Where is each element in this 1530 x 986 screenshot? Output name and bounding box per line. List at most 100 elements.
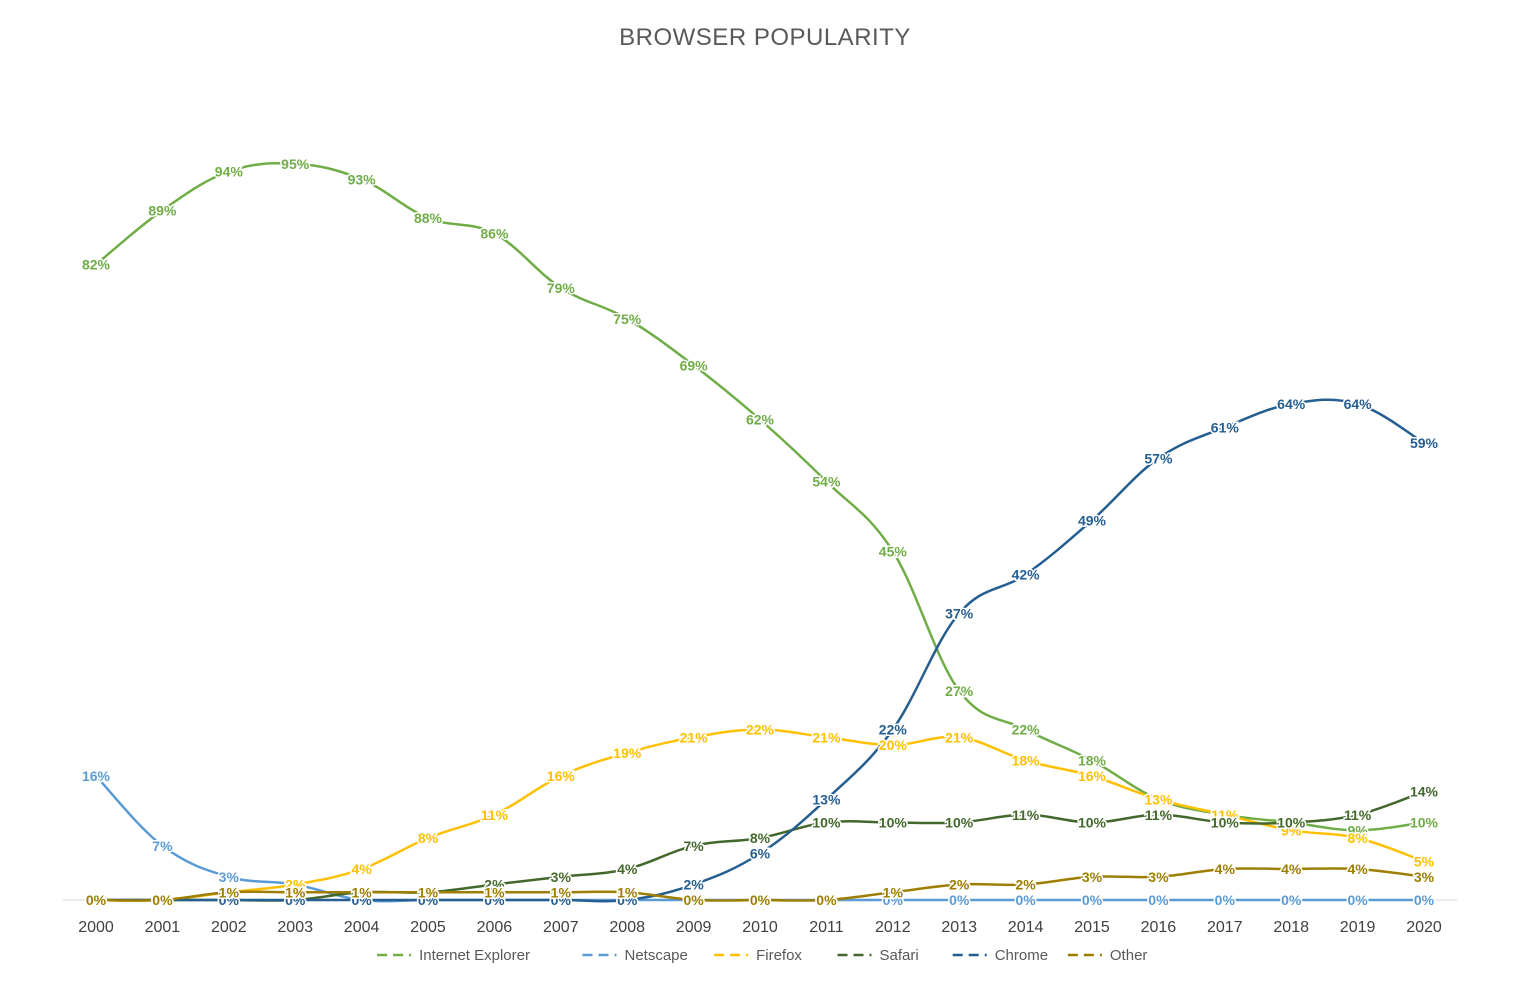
data-label-chrome: 0% [152, 892, 173, 908]
x-tick-label: 2010 [742, 919, 778, 936]
data-label-other: 1% [883, 884, 904, 900]
data-label-safari: 10% [1078, 815, 1107, 831]
data-label-other: 0% [683, 892, 704, 908]
x-tick-label: 2019 [1340, 919, 1376, 936]
x-tick-label: 2007 [543, 919, 579, 936]
data-label-netscape: 0% [351, 892, 372, 908]
data-label-netscape: 0% [1414, 892, 1435, 908]
data-label-firefox: 8% [418, 830, 439, 846]
data-label-netscape: 0% [816, 892, 837, 908]
legend-label: Netscape [625, 947, 688, 964]
data-label-other: 1% [617, 884, 638, 900]
data-label-netscape: 0% [1281, 892, 1302, 908]
data-label-internet-explorer: 95% [281, 156, 310, 172]
data-label-other: 1% [551, 884, 572, 900]
x-tick-label: 2003 [277, 919, 313, 936]
data-label-chrome: 0% [484, 892, 505, 908]
data-label-firefox: 9% [1281, 822, 1302, 838]
data-label-internet-explorer: 88% [414, 210, 443, 226]
data-label-safari: 10% [1211, 815, 1240, 831]
data-label-internet-explorer: 94% [215, 164, 244, 180]
data-label-firefox: 11% [1211, 807, 1239, 823]
data-label-internet-explorer: 75% [613, 311, 642, 327]
series-line-chrome [94, 398, 1426, 903]
legend-item-netscape: Netscape [582, 947, 688, 964]
x-tick-label: 2005 [410, 919, 446, 936]
data-label-chrome: 61% [1211, 419, 1240, 435]
legend-label: Safari [880, 947, 919, 964]
data-label-firefox: 11% [481, 807, 509, 823]
data-label-netscape: 0% [1148, 892, 1169, 908]
data-label-internet-explorer: 13% [1144, 791, 1173, 807]
data-label-internet-explorer: 93% [348, 171, 377, 187]
data-label-netscape: 7% [152, 838, 173, 854]
data-label-chrome: 0% [418, 892, 439, 908]
data-label-netscape: 0% [484, 892, 505, 908]
data-label-internet-explorer: 45% [879, 543, 908, 559]
data-label-firefox: 13% [1144, 791, 1173, 807]
series-line-safari [94, 790, 1426, 902]
data-label-other: 0% [816, 892, 837, 908]
data-label-safari: 1% [418, 884, 439, 900]
data-label-other: 4% [1281, 861, 1302, 877]
data-label-other: 2% [949, 877, 970, 893]
x-tick-label: 2012 [875, 919, 911, 936]
data-label-firefox: 8% [1347, 830, 1368, 846]
x-tick-label: 2018 [1273, 919, 1309, 936]
legend: Internet Explorer Netscape Firefox Safari Ch… [377, 947, 1147, 964]
data-label-chrome: 0% [351, 892, 372, 908]
x-tick-label: 2016 [1141, 919, 1177, 936]
data-label-internet-explorer: 69% [680, 357, 709, 373]
series-line-internet-explorer [94, 161, 1426, 832]
data-label-other: 1% [484, 884, 505, 900]
data-label-chrome: 0% [219, 892, 240, 908]
data-label-safari: 10% [812, 815, 841, 831]
data-label-firefox: 19% [613, 745, 642, 761]
data-label-firefox: 21% [945, 729, 974, 745]
data-label-firefox: 4% [351, 861, 372, 877]
data-label-chrome: 2% [683, 877, 704, 893]
data-label-netscape: 0% [1082, 892, 1103, 908]
data-label-firefox: 22% [746, 722, 775, 738]
data-label-other: 1% [219, 884, 240, 900]
data-label-safari: 0% [86, 892, 107, 908]
data-label-other: 0% [86, 892, 107, 908]
data-label-firefox: 0% [152, 892, 173, 908]
data-label-netscape: 0% [683, 892, 704, 908]
x-tick-label: 2014 [1008, 919, 1044, 936]
data-label-chrome: 0% [285, 892, 306, 908]
data-label-other: 0% [750, 892, 771, 908]
data-label-firefox: 5% [1414, 853, 1435, 869]
data-label-other: 1% [285, 884, 306, 900]
data-label-netscape: 2% [285, 877, 306, 893]
data-label-chrome: 0% [86, 892, 107, 908]
data-label-other: 2% [1015, 877, 1036, 893]
data-label-netscape: 0% [418, 892, 439, 908]
data-label-safari: 11% [1145, 807, 1173, 823]
data-label-chrome: 22% [879, 722, 908, 738]
data-label-safari: 0% [152, 892, 173, 908]
data-label-netscape: 0% [1015, 892, 1036, 908]
data-label-safari: 10% [945, 815, 974, 831]
legend-item-internet-explorer: Internet Explorer [377, 947, 530, 964]
x-tick-label: 2011 [809, 919, 844, 936]
x-tick-label: 2017 [1207, 919, 1243, 936]
data-label-firefox: 1% [219, 884, 240, 900]
data-label-chrome: 42% [1012, 567, 1041, 583]
data-label-internet-explorer: 54% [812, 474, 841, 490]
legend-item-safari: Safari [837, 947, 919, 964]
data-label-chrome: 6% [750, 846, 771, 862]
data-label-chrome: 0% [617, 892, 638, 908]
chart-title: BROWSER POPULARITY [619, 24, 911, 51]
data-label-other: 3% [1082, 869, 1103, 885]
data-label-other: 3% [1414, 869, 1435, 885]
data-label-firefox: 21% [812, 729, 841, 745]
data-label-netscape: 0% [551, 892, 572, 908]
legend-item-chrome: Chrome [952, 947, 1048, 964]
data-label-firefox: 18% [1012, 753, 1041, 769]
data-label-safari: 4% [617, 861, 638, 877]
legend-label: Internet Explorer [419, 947, 530, 964]
data-label-netscape: 16% [82, 768, 111, 784]
